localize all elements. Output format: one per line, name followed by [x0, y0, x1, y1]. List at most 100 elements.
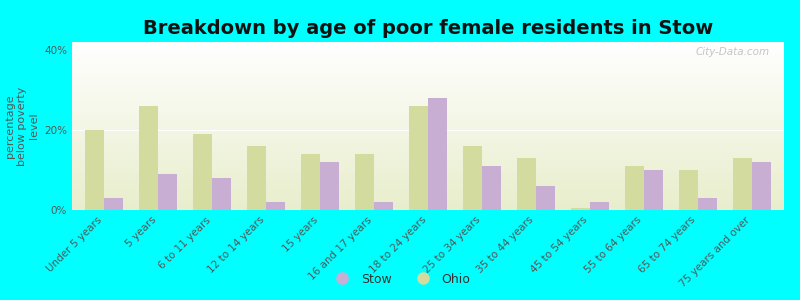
Bar: [72, 171, 784, 173]
Bar: [72, 182, 784, 183]
Bar: [320, 162, 339, 210]
Bar: [72, 193, 784, 195]
Bar: [72, 116, 784, 118]
Bar: [72, 104, 784, 106]
Bar: [72, 42, 784, 44]
Bar: [752, 162, 770, 210]
Bar: [72, 87, 784, 89]
Bar: [86, 130, 104, 210]
Bar: [212, 178, 231, 210]
Bar: [72, 77, 784, 79]
Bar: [72, 121, 784, 123]
Bar: [72, 82, 784, 84]
Bar: [72, 198, 784, 200]
Bar: [517, 158, 536, 210]
Bar: [72, 138, 784, 140]
Bar: [72, 79, 784, 81]
Bar: [72, 56, 784, 57]
Bar: [72, 57, 784, 59]
Bar: [72, 52, 784, 54]
Bar: [72, 208, 784, 210]
Bar: [72, 158, 784, 160]
Bar: [72, 70, 784, 72]
Bar: [72, 131, 784, 133]
Bar: [72, 185, 784, 187]
Bar: [72, 143, 784, 145]
Bar: [72, 176, 784, 178]
Bar: [72, 119, 784, 121]
Bar: [72, 183, 784, 185]
Bar: [72, 47, 784, 49]
Bar: [72, 170, 784, 171]
Bar: [72, 62, 784, 64]
Bar: [72, 133, 784, 134]
Bar: [72, 111, 784, 112]
Bar: [72, 141, 784, 143]
Bar: [72, 103, 784, 104]
Bar: [104, 198, 123, 210]
Bar: [72, 154, 784, 156]
Bar: [72, 92, 784, 94]
Bar: [72, 148, 784, 149]
Bar: [72, 128, 784, 129]
Bar: [72, 69, 784, 70]
Bar: [72, 84, 784, 86]
Bar: [72, 196, 784, 198]
Bar: [72, 98, 784, 99]
Bar: [72, 178, 784, 180]
Bar: [625, 166, 644, 210]
Bar: [72, 86, 784, 87]
Bar: [72, 114, 784, 116]
Bar: [72, 166, 784, 168]
Bar: [72, 188, 784, 190]
Bar: [72, 99, 784, 101]
Bar: [72, 65, 784, 67]
Bar: [536, 186, 554, 210]
Bar: [72, 124, 784, 126]
Bar: [482, 166, 501, 210]
Bar: [374, 202, 393, 210]
Bar: [72, 151, 784, 153]
Bar: [72, 180, 784, 182]
Bar: [72, 112, 784, 114]
Bar: [72, 106, 784, 107]
Bar: [72, 81, 784, 82]
Bar: [590, 202, 609, 210]
Bar: [72, 59, 784, 61]
Bar: [72, 94, 784, 96]
Bar: [72, 156, 784, 158]
Bar: [72, 91, 784, 92]
Bar: [72, 50, 784, 52]
Bar: [72, 168, 784, 170]
Bar: [72, 89, 784, 91]
Bar: [409, 106, 428, 210]
Bar: [733, 158, 752, 210]
Title: Breakdown by age of poor female residents in Stow: Breakdown by age of poor female resident…: [143, 19, 713, 38]
Bar: [72, 101, 784, 103]
Bar: [355, 154, 374, 210]
Bar: [72, 191, 784, 193]
Bar: [72, 187, 784, 188]
Bar: [428, 98, 447, 210]
Bar: [72, 205, 784, 207]
Bar: [72, 96, 784, 98]
Bar: [72, 149, 784, 151]
Bar: [266, 202, 285, 210]
Bar: [679, 170, 698, 210]
Bar: [72, 136, 784, 138]
Bar: [72, 107, 784, 109]
Bar: [72, 61, 784, 62]
Bar: [72, 134, 784, 136]
Bar: [247, 146, 266, 210]
Bar: [644, 170, 662, 210]
Bar: [72, 145, 784, 146]
Bar: [72, 173, 784, 175]
Bar: [72, 207, 784, 208]
Bar: [72, 64, 784, 65]
Bar: [158, 174, 177, 210]
Bar: [72, 118, 784, 119]
Bar: [72, 109, 784, 111]
Bar: [72, 165, 784, 166]
Bar: [72, 72, 784, 74]
Y-axis label: percentage
below poverty
level: percentage below poverty level: [6, 86, 38, 166]
